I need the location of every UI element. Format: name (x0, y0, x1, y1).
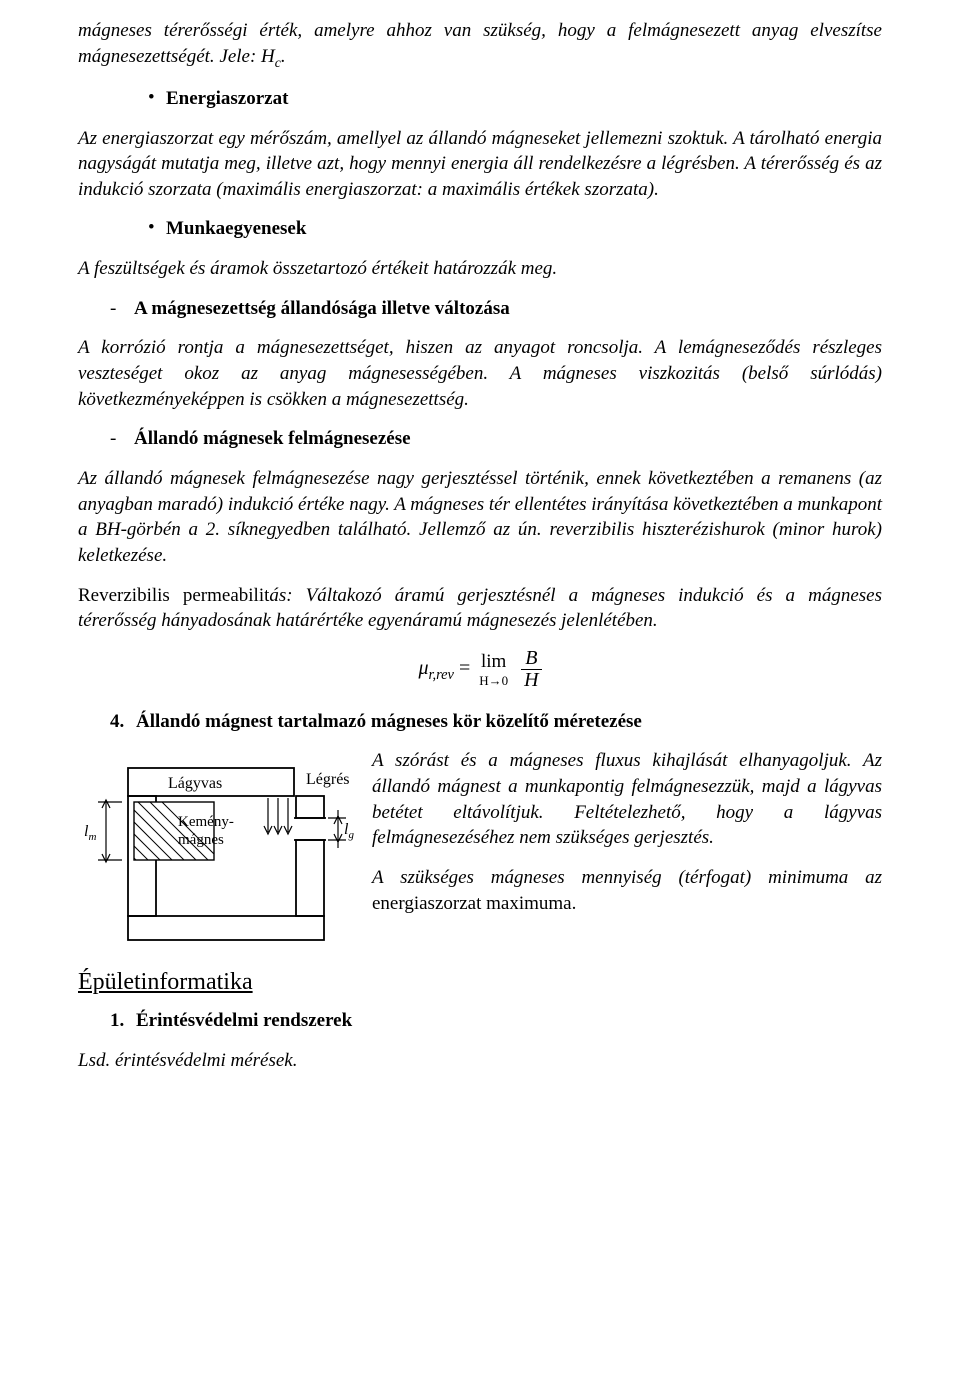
fig-label-kemeny-2: mágnes (178, 832, 224, 848)
bullet-energiaszorzat: • Energiaszorzat (148, 86, 882, 112)
eq-lim-top: lim (479, 649, 508, 675)
eq-frac-num: B (521, 648, 541, 670)
dash-icon: - (110, 426, 134, 452)
fig-right-p2b: energiaszorzat maximuma. (372, 893, 576, 914)
section-1-heading: 1. Érintésvédelmi rendszerek (110, 1008, 882, 1034)
equation-mu-rrev: μr,rev = lim H→0 B H (78, 648, 882, 691)
section-4-heading: 4. Állandó mágnest tartalmazó mágneses k… (110, 709, 882, 735)
fig-label-lg: lg (344, 821, 354, 841)
bullet-energiaszorzat-label: Energiaszorzat (166, 86, 288, 112)
allando-part-a: Az állandó mágnesek felmágnesezése nagy … (78, 468, 761, 489)
eq-equals: = (459, 657, 475, 679)
reverz-a: Reverzibilis permeabilit (78, 585, 269, 606)
figure-text-row: Lágyvas Légrés Kemény- mágnes lm lg A sz… (78, 748, 882, 956)
dash-allando-label: Állandó mágnesek felmágnesezése (134, 426, 411, 452)
intro-paragraph: mágneses térerősségi érték, amelyre ahho… (78, 18, 882, 72)
reverz-paragraph: Reverzibilis permeabilitás: Váltakozó ár… (78, 583, 882, 634)
bullet-dot-icon: • (148, 216, 166, 241)
dash-icon: - (110, 296, 134, 322)
magnetic-circuit-svg: Lágyvas Légrés Kemény- mágnes lm lg (78, 748, 358, 948)
fig-right-p2: A szükséges mágneses mennyiség (térfogat… (372, 865, 882, 916)
fig-label-lm: lm (84, 823, 96, 843)
bullet-munkaegyenesek-label: Munkaegyenesek (166, 216, 306, 242)
epuletinformatika-heading: Épületinformatika (78, 966, 882, 998)
intro-end: . (281, 46, 286, 67)
eq-limit: lim H→0 (479, 649, 508, 690)
section-4-title: Állandó mágnest tartalmazó mágneses kör … (136, 709, 642, 735)
korrozio-paragraph: A korrózió rontja a mágnesezettséget, hi… (78, 335, 882, 412)
section-4-number: 4. (110, 709, 136, 735)
allando-paragraph: Az állandó mágnesek felmágnesezése nagy … (78, 466, 882, 569)
bullet-dot-icon: • (148, 86, 166, 111)
dash-allando-magnesek: - Állandó mágnesek felmágnesezése (110, 426, 882, 452)
eq-fraction: B H (521, 648, 541, 691)
dash-magnesezettseg-label: A mágnesezettség állandósága illetve vál… (134, 296, 510, 322)
section-1-number: 1. (110, 1008, 136, 1034)
fig-label-legres: Légrés (306, 771, 350, 788)
eq-mu-sub: r,rev (428, 667, 453, 683)
munkaegyenesek-paragraph: A feszültségek és áramok összetartozó ér… (78, 256, 882, 282)
dash-magnesezettseg: - A mágnesezettség állandósága illetve v… (110, 296, 882, 322)
eq-mu: μ (418, 657, 428, 679)
fig-right-p1: A szórást és a mágneses fluxus kihajlásá… (372, 748, 882, 851)
eq-frac-den: H (521, 670, 541, 691)
last-paragraph: Lsd. érintésvédelmi mérések. (78, 1048, 882, 1074)
bullet-munkaegyenesek: • Munkaegyenesek (148, 216, 882, 242)
intro-text: mágneses térerősségi érték, amelyre ahho… (78, 20, 882, 67)
magnetic-circuit-figure: Lágyvas Légrés Kemény- mágnes lm lg (78, 748, 358, 956)
figure-right-text: A szórást és a mágneses fluxus kihajlásá… (372, 748, 882, 930)
fig-right-p2a: A szükséges mágneses mennyiség (térfogat… (372, 867, 882, 888)
section-1-title: Érintésvédelmi rendszerek (136, 1008, 352, 1034)
eq-lim-bot: H→0 (479, 672, 508, 690)
energiaszorzat-paragraph: Az energiaszorzat egy mérőszám, amellyel… (78, 126, 882, 203)
fig-label-lagyvas: Lágyvas (168, 775, 222, 792)
fig-label-kemeny-1: Kemény- (178, 814, 234, 830)
